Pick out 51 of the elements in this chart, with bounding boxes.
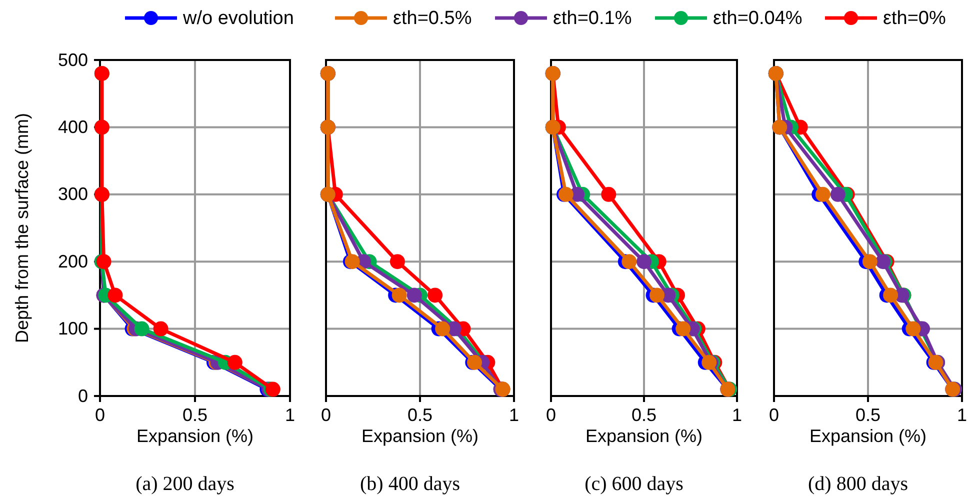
y-tick-label: 0 [78, 386, 88, 406]
x-axis-title: Expansion (%) [809, 426, 927, 446]
point [906, 321, 921, 336]
y-tick-label: 500 [58, 50, 88, 70]
x-axis-title: Expansion (%) [136, 426, 254, 446]
x-axis-title: Expansion (%) [585, 426, 703, 446]
legend-label: εth=0.04% [713, 8, 802, 29]
text: (d) 800 days [808, 473, 908, 495]
legend-label: εth=0.1% [553, 8, 632, 29]
point [406, 288, 422, 303]
x-tick-label: 0 [546, 404, 556, 425]
x-tick-label: 1 [956, 404, 968, 425]
x-tick-label: 0 [94, 404, 106, 425]
x-tick-label: 0.5 [631, 404, 657, 425]
text: (a) 200 days [136, 473, 235, 495]
point [392, 288, 407, 303]
point [134, 321, 150, 336]
legend-label: εth=0% [883, 8, 946, 29]
x-tick-label: 1 [284, 404, 296, 425]
x-tick-label: 0.5 [855, 404, 881, 425]
point [636, 254, 652, 270]
point [622, 254, 637, 270]
point [428, 288, 443, 303]
point [601, 186, 616, 202]
point [830, 186, 846, 202]
point [815, 186, 830, 202]
point [390, 254, 405, 270]
x-tick-label: 0 [320, 404, 332, 425]
x-axis-title: Expansion (%) [361, 426, 479, 446]
point [650, 288, 665, 303]
point [883, 288, 898, 303]
point [676, 321, 691, 336]
point [108, 288, 123, 303]
y-tick-label: 100 [58, 318, 88, 339]
x-tick-label: 0 [768, 404, 780, 425]
x-tick-label: 0.5 [407, 404, 433, 425]
text: (b) 400 days [360, 473, 460, 495]
x-tick-label: 1 [508, 404, 520, 425]
x-tick-label: 0.5 [182, 404, 208, 425]
y-axis-title: Depth from the surface (mm) [12, 112, 32, 344]
x-tick-label: 1 [732, 404, 742, 425]
point [153, 321, 168, 336]
text: (c) 600 days [584, 473, 684, 495]
y-tick-label: 400 [58, 116, 88, 137]
y-tick-label: 300 [58, 184, 88, 204]
point [435, 321, 450, 336]
y-tick-label: 200 [58, 251, 88, 272]
legend-label: w/o evolution [182, 8, 294, 29]
point [227, 354, 242, 370]
point [862, 254, 878, 270]
legend-label: εth=0.5% [393, 8, 472, 29]
